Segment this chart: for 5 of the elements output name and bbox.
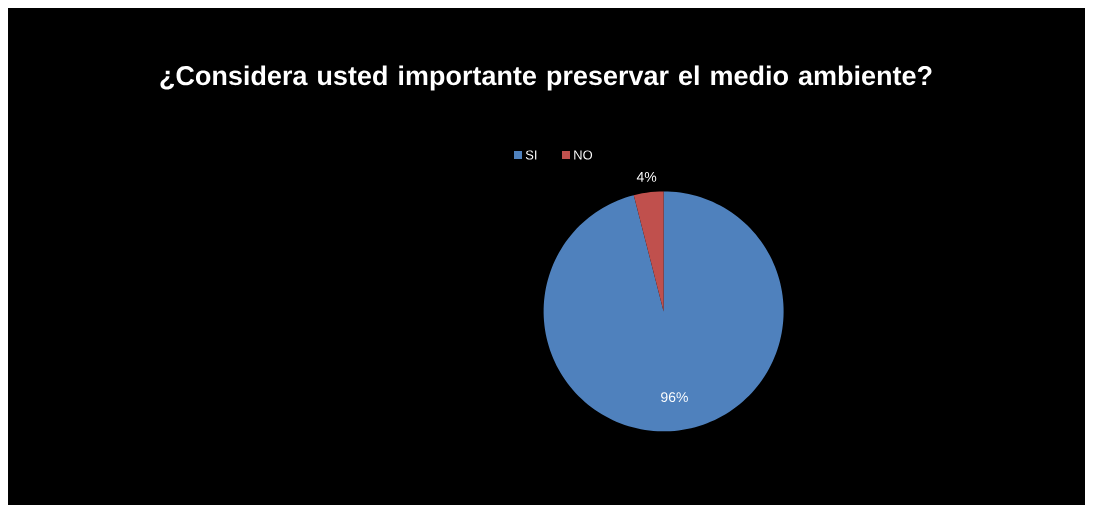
chart-title: ¿Considera usted importante preservar el medio ambiente? bbox=[160, 65, 932, 91]
data-label: 4% bbox=[636, 171, 657, 182]
legend-label: NO bbox=[574, 150, 593, 160]
data-label: 96% bbox=[661, 392, 688, 403]
legend-label: SI bbox=[525, 150, 537, 160]
